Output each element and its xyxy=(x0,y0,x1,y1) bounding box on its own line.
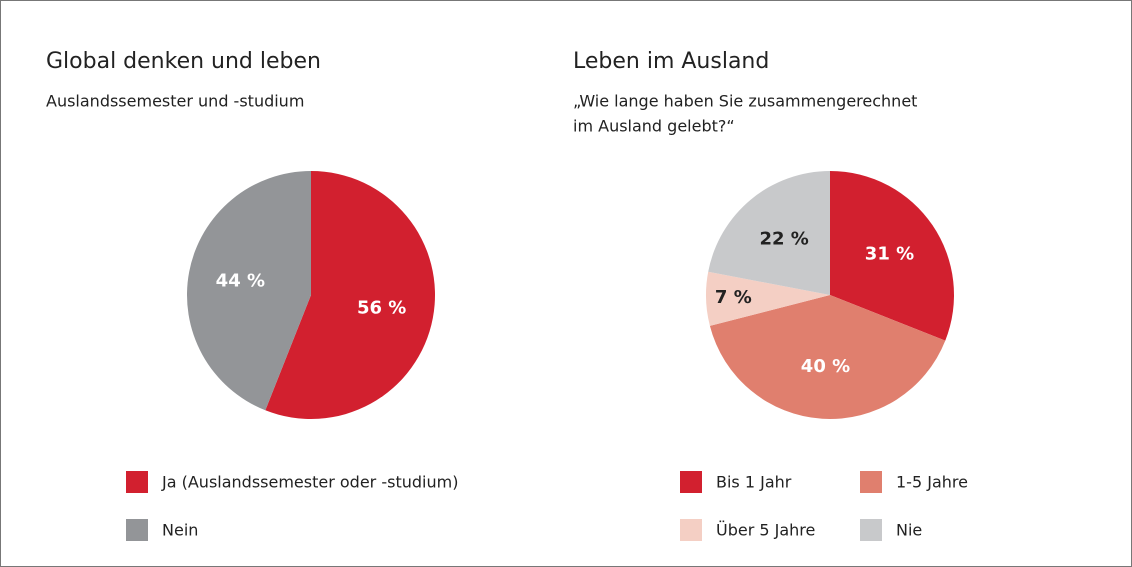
chart-title: Global denken und leben xyxy=(46,49,321,74)
legend-label: Bis 1 Jahr xyxy=(716,473,792,492)
pie-slice xyxy=(830,171,955,341)
pie-slice xyxy=(709,295,946,419)
value-label: 44 % xyxy=(216,271,265,292)
legend-swatch xyxy=(680,519,702,541)
legend-swatch xyxy=(126,471,148,493)
pie-slice xyxy=(186,171,311,411)
legend-label: Über 5 Jahre xyxy=(716,521,815,540)
chart-subtitle: „Wie lange haben Sie zusammengerechnet xyxy=(573,92,917,111)
value-label: 40 % xyxy=(801,356,850,377)
pie-slice xyxy=(265,171,435,419)
value-label: 7 % xyxy=(715,287,752,308)
pie-slice xyxy=(708,171,830,295)
legend-swatch xyxy=(860,519,882,541)
chart-subtitle: Auslandssemester und -studium xyxy=(46,92,304,111)
legend-swatch xyxy=(126,519,148,541)
legend-swatch xyxy=(680,471,702,493)
legend-label: Ja (Auslandssemester oder -studium) xyxy=(161,473,458,492)
value-label: 22 % xyxy=(759,229,808,250)
legend-label: Nie xyxy=(896,521,922,540)
value-label: 31 % xyxy=(865,244,914,265)
chart-subtitle: im Ausland gelebt?“ xyxy=(573,117,735,136)
legend-label: Nein xyxy=(162,521,198,540)
legend-swatch xyxy=(860,471,882,493)
value-label: 56 % xyxy=(357,297,406,318)
pie-slice xyxy=(706,271,830,326)
legend-label: 1-5 Jahre xyxy=(896,473,968,492)
chart-title: Leben im Ausland xyxy=(573,49,769,74)
